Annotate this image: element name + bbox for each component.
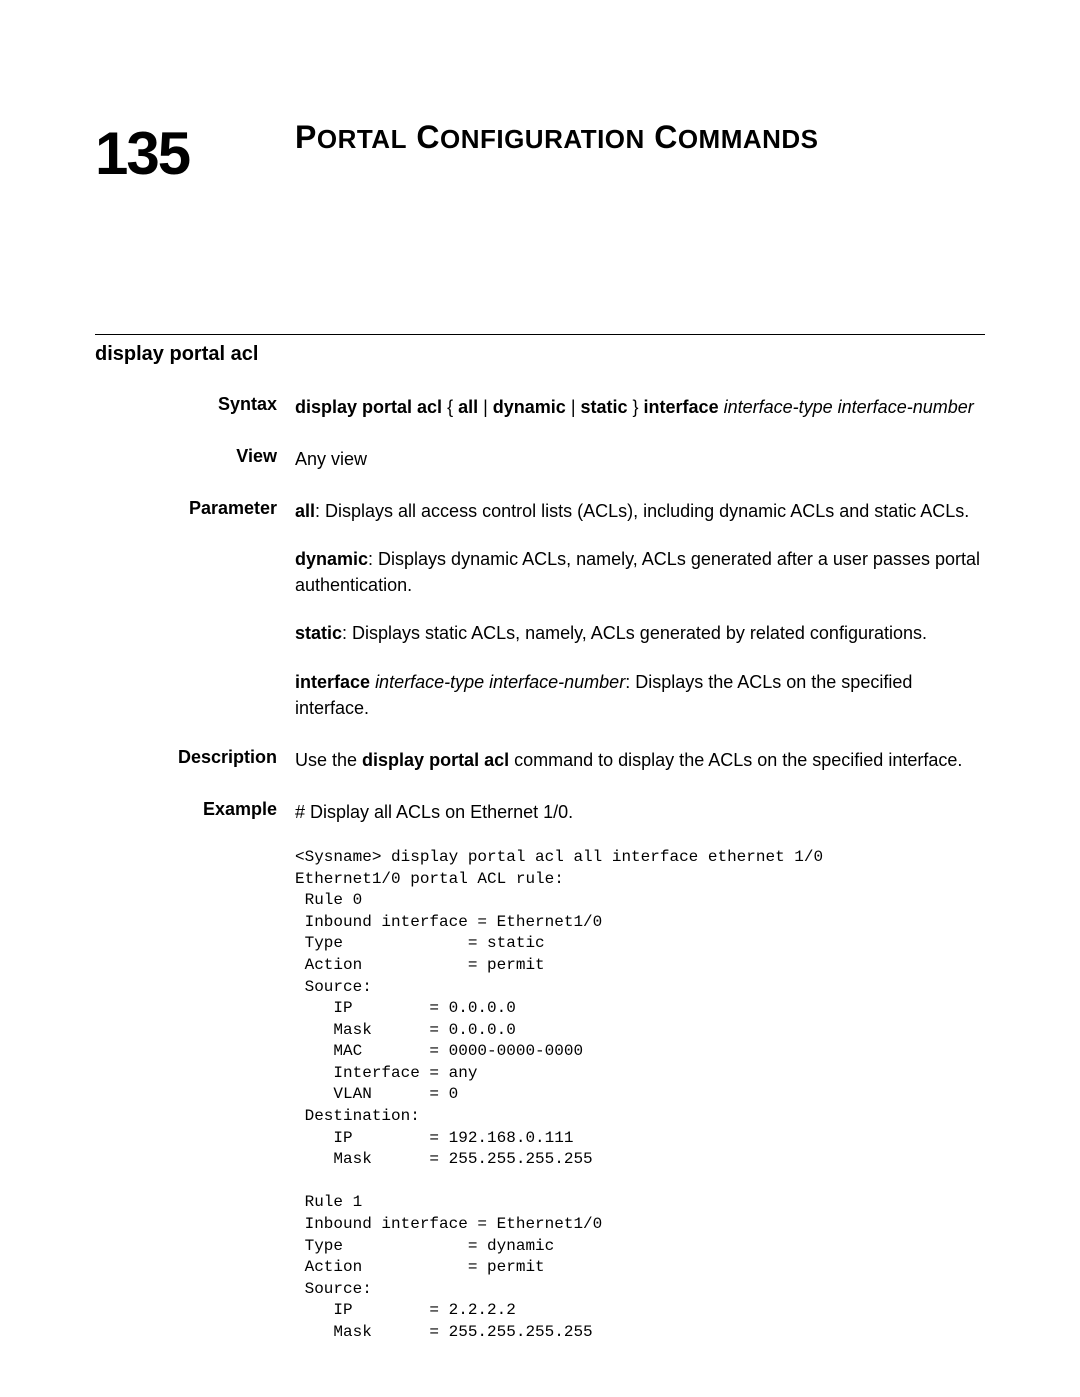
section-view: View Any view bbox=[95, 446, 985, 472]
section-parameter: Parameter all: Displays all access contr… bbox=[95, 498, 985, 721]
chapter-number: 135 bbox=[95, 124, 295, 184]
example-body: # Display all ACLs on Ethernet 1/0. <Sys… bbox=[295, 799, 985, 1344]
chapter-title: PORTAL CONFIGURATION COMMANDS bbox=[295, 120, 819, 155]
example-code: <Sysname> display portal acl all interfa… bbox=[295, 847, 985, 1344]
section-syntax: Syntax display portal acl { all | dynami… bbox=[95, 394, 985, 420]
label-syntax: Syntax bbox=[95, 394, 295, 420]
param-all: all: Displays all access control lists (… bbox=[295, 498, 985, 524]
view-body: Any view bbox=[295, 446, 985, 472]
page: 135 PORTAL CONFIGURATION COMMANDS displa… bbox=[0, 0, 1080, 1397]
description-text: Use the display portal acl command to di… bbox=[295, 747, 985, 773]
label-view: View bbox=[95, 446, 295, 472]
section-description: Description Use the display portal acl c… bbox=[95, 747, 985, 773]
param-dynamic: dynamic: Displays dynamic ACLs, namely, … bbox=[295, 546, 985, 598]
label-parameter: Parameter bbox=[95, 498, 295, 721]
example-intro: # Display all ACLs on Ethernet 1/0. bbox=[295, 799, 985, 825]
label-example: Example bbox=[95, 799, 295, 1344]
command-name: display portal acl bbox=[95, 343, 985, 366]
param-interface: interface interface-type interface-numbe… bbox=[295, 669, 985, 721]
view-text: Any view bbox=[295, 449, 367, 469]
label-description: Description bbox=[95, 747, 295, 773]
description-body: Use the display portal acl command to di… bbox=[295, 747, 985, 773]
chapter-header: 135 PORTAL CONFIGURATION COMMANDS bbox=[95, 120, 985, 184]
section-example: Example # Display all ACLs on Ethernet 1… bbox=[95, 799, 985, 1344]
syntax-body: display portal acl { all | dynamic | sta… bbox=[295, 394, 985, 420]
parameter-body: all: Displays all access control lists (… bbox=[295, 498, 985, 721]
param-static: static: Displays static ACLs, namely, AC… bbox=[295, 620, 985, 646]
rule-divider bbox=[95, 334, 985, 335]
